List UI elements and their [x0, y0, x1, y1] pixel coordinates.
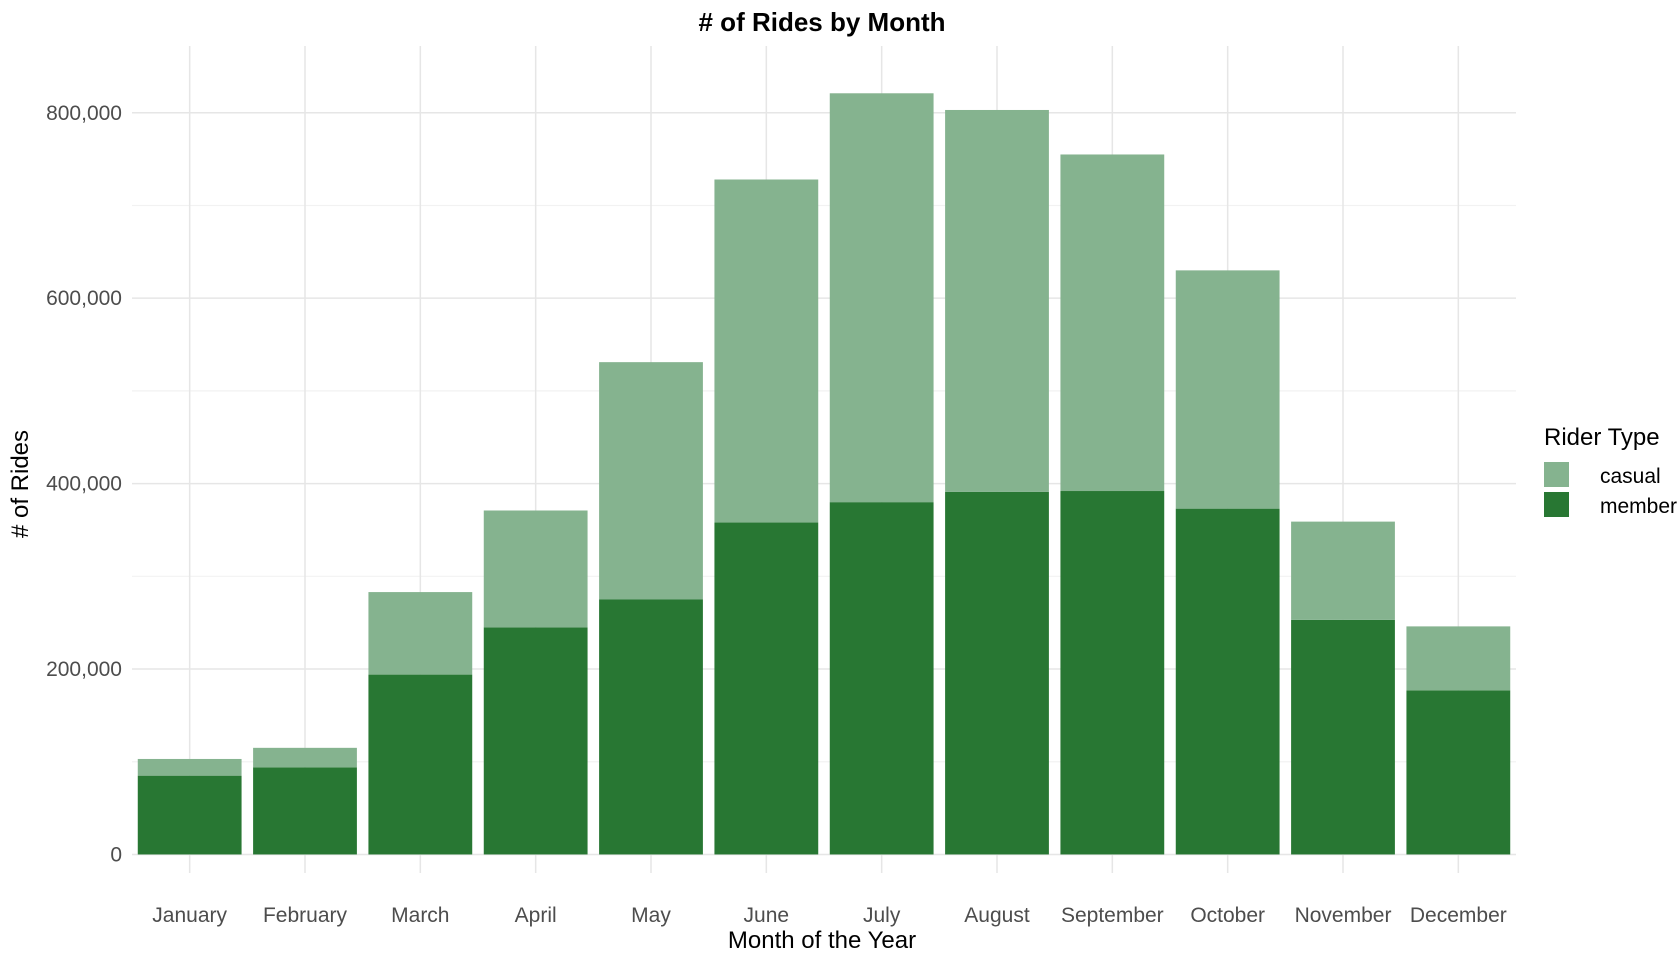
- legend-label-member: member: [1600, 495, 1677, 518]
- x-tick-label-june: June: [744, 904, 790, 927]
- bar-casual-november: [1291, 521, 1395, 620]
- y-tick-label: 600,000: [46, 287, 122, 310]
- bars: [137, 93, 1511, 855]
- x-tick-label-september: September: [1061, 904, 1164, 927]
- x-tick-label-april: April: [515, 904, 557, 927]
- bar-member-july: [829, 502, 934, 855]
- y-tick-label: 0: [110, 843, 122, 866]
- y-tick-label: 200,000: [46, 658, 122, 681]
- y-tick-label: 400,000: [46, 473, 122, 496]
- y-axis-ticks: 0 200,000 400,000 600,000 800,000: [46, 102, 122, 867]
- x-tick-label-december: December: [1410, 904, 1507, 927]
- bar-member-march: [368, 674, 473, 855]
- x-tick-label-november: November: [1295, 904, 1392, 927]
- bar-member-october: [1175, 508, 1280, 855]
- legend-title: Rider Type: [1544, 424, 1660, 451]
- bar-member-september: [1060, 491, 1165, 855]
- bar-casual-february: [253, 747, 357, 768]
- chart-title: # of Rides by Month: [699, 7, 946, 37]
- legend-swatch-casual: [1544, 462, 1569, 487]
- bar-casual-august: [945, 109, 1049, 492]
- x-tick-label-january: January: [152, 904, 227, 927]
- x-tick-label-february: February: [263, 904, 348, 927]
- bar-casual-october: [1175, 270, 1280, 509]
- bar-casual-july: [829, 93, 934, 503]
- x-tick-label-march: March: [391, 904, 449, 927]
- legend-label-casual: casual: [1600, 465, 1661, 488]
- x-axis-title: Month of the Year: [728, 927, 916, 954]
- bar-casual-march: [368, 592, 473, 675]
- legend-swatch-member: [1544, 492, 1569, 517]
- x-tick-label-july: July: [863, 904, 901, 927]
- bar-casual-may: [599, 362, 703, 600]
- bar-casual-january: [137, 758, 242, 776]
- bar-member-december: [1406, 690, 1511, 855]
- bar-member-june: [714, 522, 819, 855]
- bar-casual-june: [714, 179, 819, 523]
- x-tick-label-may: May: [631, 904, 671, 927]
- bar-member-february: [253, 767, 357, 855]
- bar-member-august: [945, 491, 1049, 855]
- bar-casual-april: [483, 510, 588, 628]
- bar-casual-september: [1060, 154, 1165, 492]
- bar-member-may: [599, 599, 703, 855]
- y-tick-label: 800,000: [46, 102, 122, 125]
- bar-member-april: [483, 627, 588, 855]
- y-axis-title: # of Rides: [7, 430, 34, 538]
- x-tick-label-october: October: [1190, 904, 1265, 927]
- legend: Rider Type casual member: [1544, 424, 1677, 518]
- bar-member-november: [1291, 619, 1395, 855]
- bar-member-january: [137, 775, 242, 855]
- x-axis-ticks: January February March April May June July Augu…: [152, 904, 1506, 927]
- x-tick-label-august: August: [964, 904, 1030, 927]
- bar-casual-december: [1406, 626, 1511, 691]
